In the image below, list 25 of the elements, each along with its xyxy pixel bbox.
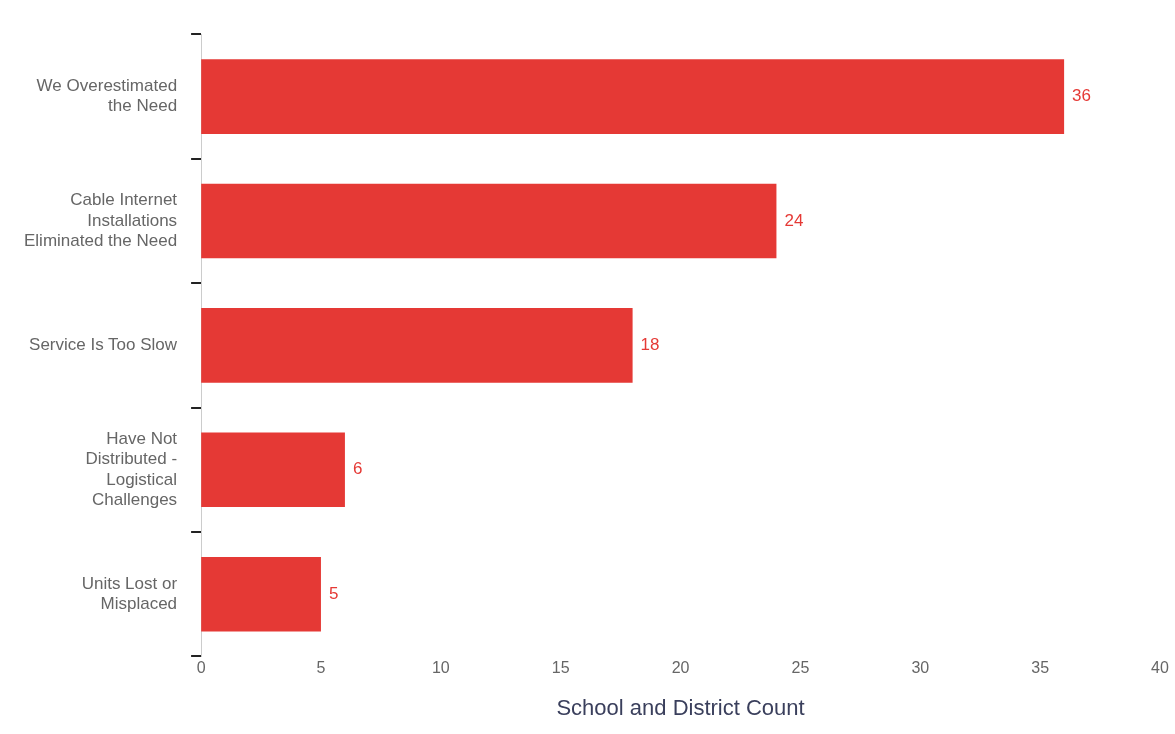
bar <box>201 183 777 259</box>
x-tick-label: 20 <box>671 659 690 677</box>
data-label: 5 <box>328 583 339 603</box>
data-label: 24 <box>784 210 804 230</box>
y-tick-label: We Overestimated the Need <box>36 76 178 116</box>
data-label: 18 <box>640 335 660 355</box>
y-tick-label: Have Not Distributed - Logistical Challenges <box>85 428 178 510</box>
y-tick-label: Units Lost or Misplaced <box>81 573 178 614</box>
x-tick-label: 30 <box>911 659 930 677</box>
bar <box>201 556 321 632</box>
bar <box>201 308 633 383</box>
data-label: 36 <box>1072 86 1092 106</box>
bar <box>201 432 345 508</box>
x-tick-label: 35 <box>1031 659 1050 677</box>
x-tick-label: 0 <box>196 659 206 677</box>
x-tick-label: 25 <box>791 659 810 677</box>
x-axis-title: School and District Count <box>556 694 805 720</box>
y-tick-label: Cable Internet Installations Eliminated the Need <box>24 190 178 251</box>
data-label: 6 <box>352 459 363 479</box>
x-tick-label: 15 <box>551 659 570 677</box>
y-tick-label: Service Is Too Slow <box>29 335 178 355</box>
bar <box>201 59 1065 134</box>
x-tick-label: 40 <box>1151 659 1169 677</box>
x-tick-label: 10 <box>431 659 450 677</box>
x-tick-label: 5 <box>316 659 326 677</box>
